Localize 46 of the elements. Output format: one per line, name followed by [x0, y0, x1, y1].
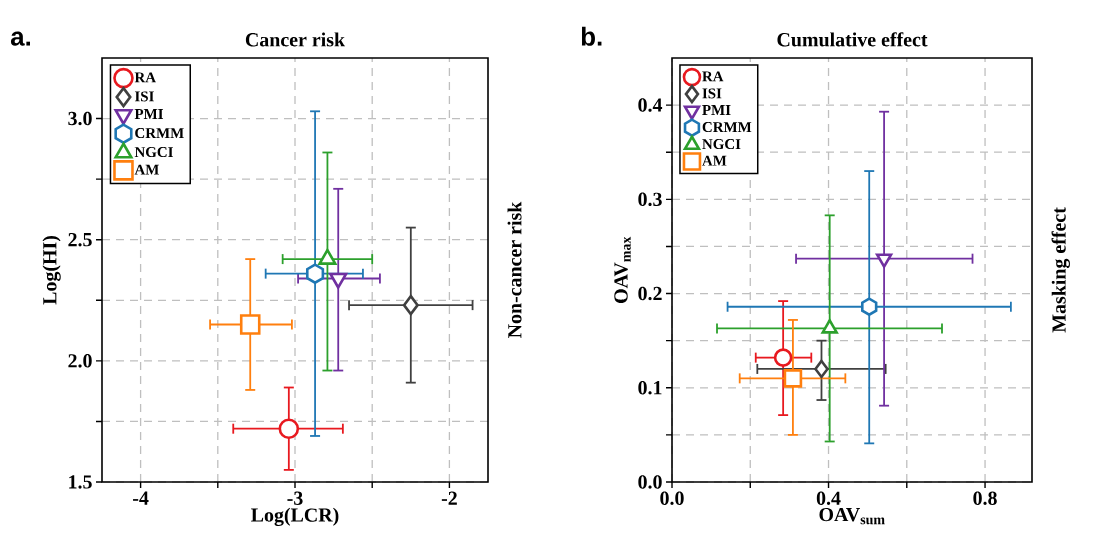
y-tick-label: 3.0	[68, 111, 92, 126]
text: a.	[10, 31, 31, 46]
x-tick-label: 0.8	[973, 491, 997, 506]
legend-label: PMI	[702, 105, 731, 115]
y-tick-label: 0.0	[638, 475, 662, 489]
point	[239, 314, 261, 335]
x-tick-label: 0.0	[660, 491, 684, 506]
legend-label: NGCI	[702, 139, 741, 150]
text: b.	[581, 26, 602, 46]
point	[875, 253, 893, 268]
chart-title: Cancer risk	[245, 32, 346, 47]
y-tick-label: 1.5	[69, 475, 92, 489]
x-axis-title: Log(LCR)	[251, 507, 339, 526]
point	[773, 348, 793, 367]
point	[783, 369, 803, 388]
x-tick-label: -3	[287, 491, 303, 505]
point	[305, 263, 325, 284]
y2-axis-title: Non-cancer risk	[507, 201, 522, 338]
legend-label: PMI	[134, 109, 164, 119]
x-tick-label: -4	[133, 491, 149, 505]
y-axis-title: OAV$_{max}$	[614, 236, 631, 303]
y-axis-title: Log(HI)	[42, 236, 61, 305]
legend-label: RA	[702, 71, 724, 82]
y-tick-label: 0.1	[638, 381, 662, 395]
legend-label: NGCI	[134, 147, 173, 158]
legend-label: CRMM	[135, 128, 184, 139]
legend-label: AM	[134, 164, 159, 175]
point	[278, 418, 300, 439]
x-tick-label: 0.4	[816, 491, 841, 506]
chart-title: Cumulative effect	[777, 32, 928, 47]
point	[860, 297, 878, 317]
x-tick-label: -2	[441, 491, 457, 505]
x-axis-title: OAV$_{sum}$	[819, 507, 885, 525]
point	[402, 294, 419, 316]
point	[814, 359, 829, 379]
y2-axis-title: Masking effect	[1051, 207, 1070, 333]
y-tick-label: 2.0	[68, 354, 92, 368]
y-tick-label: 0.3	[638, 192, 662, 207]
legend-label: ISI	[702, 88, 722, 99]
y-tick-label: 2.5	[68, 232, 92, 247]
y-tick-label: 0.4	[638, 98, 663, 112]
legend-label: CRMM	[702, 122, 752, 133]
legend-label: RA	[134, 72, 156, 83]
legend-label: ISI	[134, 91, 154, 102]
legend-label: AM	[702, 155, 727, 166]
y-tick-label: 0.2	[638, 286, 662, 301]
